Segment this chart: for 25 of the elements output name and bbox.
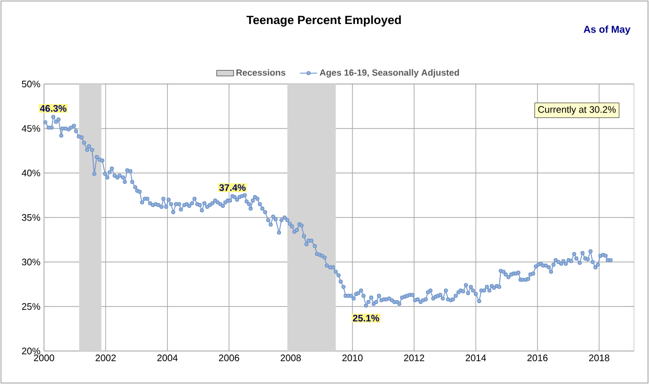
y-tick-label: 20% bbox=[22, 348, 40, 354]
chart-title: Teenage Percent Employed bbox=[246, 15, 401, 27]
annotation: 37.4% bbox=[219, 184, 246, 191]
legend-label: Ages 16-19, Seasonally Adjusted bbox=[320, 69, 459, 78]
x-tick-label: 2010 bbox=[342, 354, 363, 362]
y-tick-label: 30% bbox=[22, 258, 40, 266]
x-tick-label: 2016 bbox=[527, 354, 548, 362]
y-tick-label: 35% bbox=[22, 214, 40, 221]
annotation: 46.3% bbox=[40, 105, 66, 112]
x-tick-label: 2000 bbox=[34, 354, 54, 362]
annotation: 25.1% bbox=[352, 314, 380, 322]
legend-label: Recessions bbox=[236, 69, 286, 76]
chart-subtitle: As of May bbox=[584, 26, 630, 35]
x-tick-label: 2004 bbox=[157, 354, 178, 362]
y-tick-label: 25% bbox=[22, 303, 40, 310]
annotation: Currently at 30.2% bbox=[538, 106, 616, 115]
y-tick-label: 45% bbox=[22, 125, 40, 132]
x-tick-label: 2008 bbox=[280, 354, 301, 362]
x-tick-label: 2014 bbox=[466, 354, 486, 362]
x-tick-label: 2002 bbox=[96, 354, 116, 362]
y-tick-label: 50% bbox=[22, 80, 40, 88]
x-tick-label: 2006 bbox=[218, 354, 240, 362]
x-tick-label: 2012 bbox=[404, 354, 424, 362]
y-tick-label: 40% bbox=[22, 170, 40, 176]
x-tick-label: 2018 bbox=[589, 354, 610, 362]
